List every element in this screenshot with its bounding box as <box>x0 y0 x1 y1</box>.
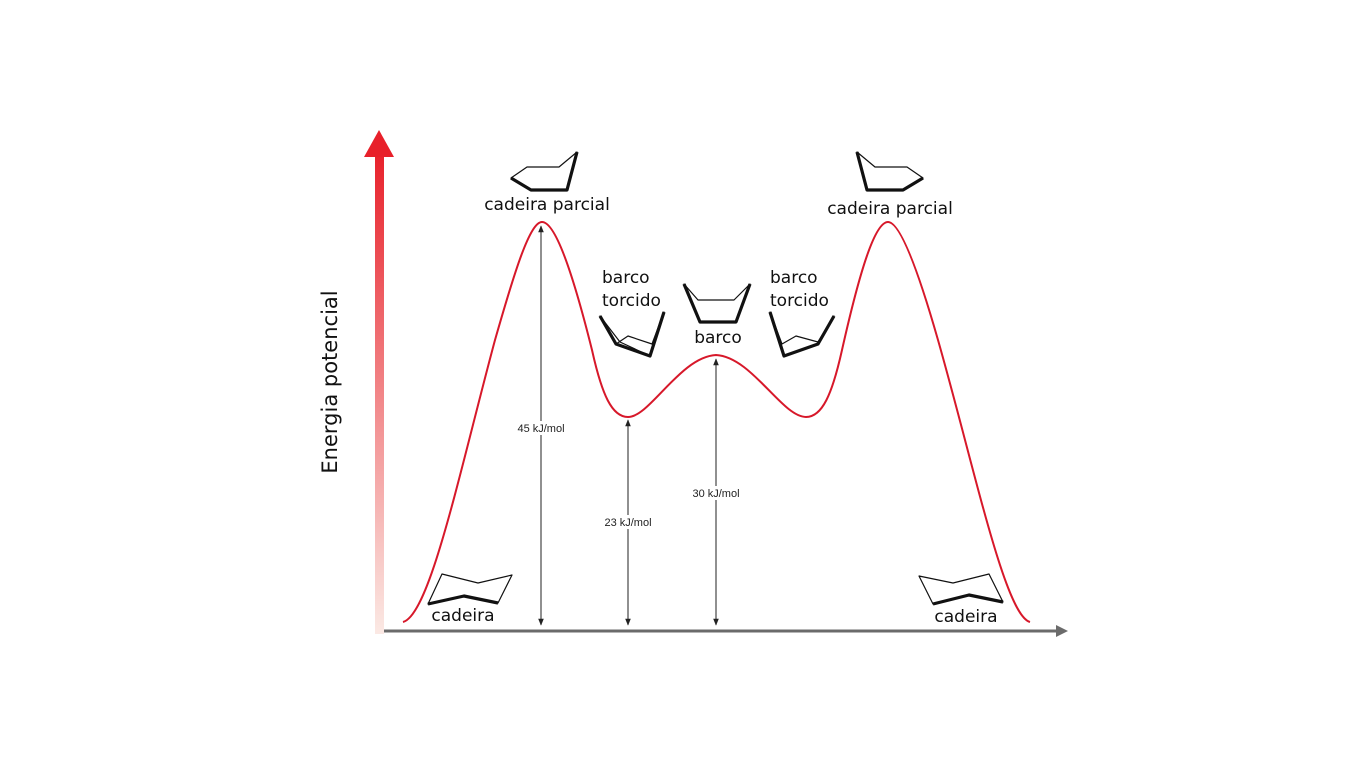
chair-conformation-icon <box>427 573 513 606</box>
y-axis-label: Energia potencial <box>318 290 342 473</box>
half-chair-conformation-icon <box>855 151 924 192</box>
measure-label-45: 45 kJ/mol <box>517 423 564 435</box>
label-cadeira-right: cadeira <box>934 607 997 627</box>
label-cadeira-parcial-right: cadeira parcial <box>827 199 953 219</box>
measure-label-30: 30 kJ/mol <box>692 488 739 500</box>
label-cadeira-parcial-left: cadeira parcial <box>484 195 610 215</box>
y-axis-arrow <box>364 130 394 634</box>
label-barco-torcido-right-line1: barco <box>770 268 818 288</box>
half-chair-conformation-icon <box>510 151 579 192</box>
label-barco-torcido-left-line1: barco <box>602 268 650 288</box>
twist-boat-conformation-icon <box>768 311 836 358</box>
measure-label-23: 23 kJ/mol <box>604 517 651 529</box>
energy-curve <box>402 220 1031 623</box>
boat-conformation-icon <box>682 283 752 324</box>
label-barco-center: barco <box>694 328 742 348</box>
x-axis <box>384 625 1068 637</box>
label-barco-torcido-right-line2: torcido <box>770 291 829 311</box>
label-barco-torcido-left-line2: torcido <box>602 291 661 311</box>
chair-conformation-icon <box>918 573 1004 606</box>
label-cadeira-left: cadeira <box>431 606 494 626</box>
twist-boat-conformation-icon <box>598 311 666 358</box>
